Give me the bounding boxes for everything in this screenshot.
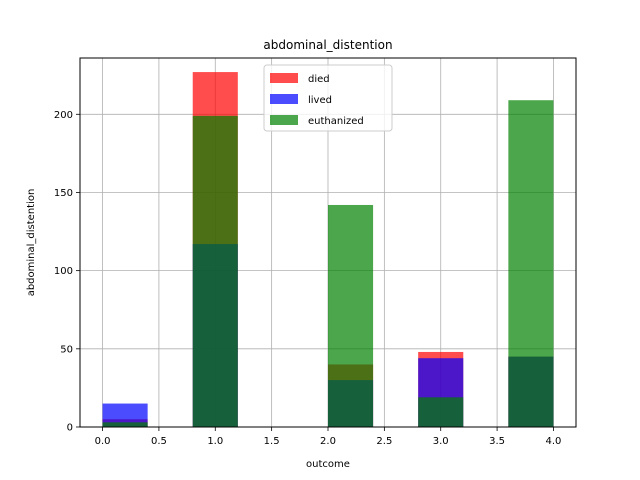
bars-layer: [102, 72, 554, 428]
x-tick-label: 2.5: [376, 436, 392, 447]
legend-label-euthanized: euthanized: [308, 116, 364, 127]
bar-euthanized: [102, 422, 148, 427]
x-tick-label: 2.0: [320, 436, 336, 447]
y-tick-label: 100: [54, 266, 73, 277]
y-tick-label: 200: [54, 110, 73, 121]
legend: died lived euthanized: [263, 64, 393, 132]
y-axis-label: abdominal_distention: [26, 189, 37, 297]
legend-label-died: died: [308, 74, 330, 85]
x-tick-label: 0.0: [95, 436, 111, 447]
bar-euthanized: [418, 397, 464, 427]
legend-swatch-died: [270, 73, 298, 83]
x-tick-label: 0.5: [151, 436, 167, 447]
legend-swatch-euthanized: [270, 115, 298, 125]
y-tick-label: 50: [60, 344, 73, 355]
legend-label-lived: lived: [308, 95, 332, 106]
x-tick-label: 1.5: [264, 436, 280, 447]
bar-lived: [102, 403, 148, 427]
x-tick-label: 3.5: [489, 436, 505, 447]
bar-euthanized: [192, 115, 238, 428]
bar-euthanized: [328, 204, 374, 427]
y-tick-label: 150: [54, 188, 73, 199]
x-tick-label: 4.0: [546, 436, 562, 447]
x-tick-label: 3.0: [433, 436, 449, 447]
legend-swatch-lived: [270, 94, 298, 104]
chart-title: abdominal_distention: [263, 38, 392, 52]
bar-euthanized: [508, 100, 554, 428]
x-axis-label: outcome: [306, 459, 350, 470]
x-tick-label: 1.0: [207, 436, 223, 447]
ticks-layer: 0.0 0.5 1.0 1.5 2.0 2.5 3.0 3.5 4.0 0 50 100 150 200: [54, 110, 562, 447]
y-tick-label: 0: [67, 423, 73, 434]
